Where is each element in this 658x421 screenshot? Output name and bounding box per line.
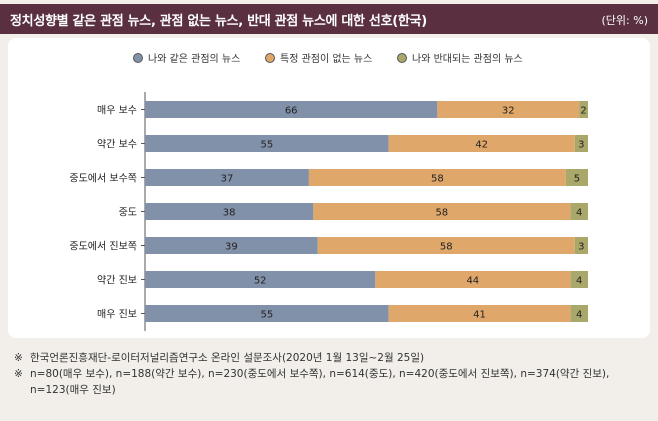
data-label: 3 [578, 242, 584, 253]
legend-marker [397, 53, 407, 63]
stacked-bar-chart: 나와 같은 관점의 뉴스 특정 관점이 없는 뉴스 나와 반대되는 관점의 뉴스매우… [69, 52, 588, 331]
legend-item: 나와 같은 관점의 뉴스 [133, 53, 240, 65]
bar-segment [145, 271, 376, 288]
footnote-mark: ※ [14, 368, 23, 380]
data-label: 4 [576, 208, 582, 219]
data-label: 3 [578, 140, 584, 151]
data-label: 4 [576, 310, 582, 321]
bar-segment [579, 101, 588, 118]
bar-segment [565, 169, 588, 186]
unit-label: (단위: %) [601, 14, 648, 27]
data-label: 37 [221, 174, 234, 185]
data-label: 4 [576, 276, 582, 287]
legend-label: 나와 반대되는 관점의 뉴스 [412, 53, 523, 65]
bar-segment [388, 135, 575, 152]
category-label: 중도에서 보수쪽 [69, 173, 137, 185]
data-label: 44 [466, 276, 479, 287]
bar-segment [145, 237, 318, 254]
category-label: 매우 진보 [97, 309, 137, 321]
bar-segment [574, 135, 588, 152]
legend-item: 특정 관점이 없는 뉴스 [265, 52, 372, 65]
bar-segment [570, 305, 588, 322]
bar-segment [388, 305, 571, 322]
footnote: ※ n=80(매우 보수), n=188(약간 보수), n=230(중도에서 … [14, 366, 644, 398]
data-label: 2 [580, 106, 586, 117]
bar-segment [570, 271, 588, 288]
footnote-mark: ※ [14, 352, 23, 364]
data-label: 58 [431, 174, 444, 185]
data-label: 55 [260, 310, 273, 321]
bar-segment [145, 169, 309, 186]
data-label: 55 [260, 140, 273, 151]
bar-segment [317, 237, 575, 254]
data-label: 58 [440, 242, 453, 253]
category-label: 약간 진보 [97, 275, 137, 287]
category-label: 매우 보수 [97, 105, 137, 117]
footnote-text: 한국언론진흥재단-로이터저널리즘연구소 온라인 설문조사(2020년 1월 13… [30, 352, 425, 364]
bar-segment [145, 135, 389, 152]
bar-segment [145, 203, 314, 220]
bar-segment [574, 237, 588, 254]
bar-segment [437, 101, 580, 118]
legend-marker [265, 53, 275, 63]
category-label: 중도에서 진보쪽 [69, 241, 137, 253]
bar-segment [145, 101, 438, 118]
data-label: 39 [225, 242, 238, 253]
header-bar: 정치성향별 같은 관점 뉴스, 관점 없는 뉴스, 반대 관점 뉴스에 대한 선… [0, 4, 658, 34]
legend-item: 나와 반대되는 관점의 뉴스 [397, 53, 523, 65]
bar-segment [375, 271, 571, 288]
data-label: 32 [502, 106, 515, 117]
legend-label: 나와 같은 관점의 뉴스 [148, 53, 240, 65]
legend-label: 특정 관점이 없는 뉴스 [280, 52, 372, 65]
category-label: 약간 보수 [97, 139, 137, 151]
footnote-text: n=80(매우 보수), n=188(약간 보수), n=230(중도에서 보수… [30, 368, 610, 396]
footnote: ※ 한국언론진흥재단-로이터저널리즘연구소 온라인 설문조사(2020년 1월 … [14, 350, 644, 366]
data-label: 38 [223, 208, 236, 219]
data-label: 58 [435, 208, 448, 219]
data-label: 66 [285, 106, 298, 117]
bar-segment [308, 169, 566, 186]
bar-segment [145, 305, 389, 322]
bar-segment [313, 203, 571, 220]
legend-marker [133, 53, 143, 63]
category-label: 중도 [119, 207, 137, 219]
footnotes: ※ 한국언론진흥재단-로이터저널리즘연구소 온라인 설문조사(2020년 1월 … [14, 350, 644, 398]
data-label: 52 [254, 276, 267, 287]
data-label: 41 [473, 310, 486, 321]
bar-segment [570, 203, 588, 220]
chart-title: 정치성향별 같은 관점 뉴스, 관점 없는 뉴스, 반대 관점 뉴스에 대한 선… [10, 14, 427, 29]
data-label: 5 [574, 174, 580, 185]
data-label: 42 [475, 140, 488, 151]
